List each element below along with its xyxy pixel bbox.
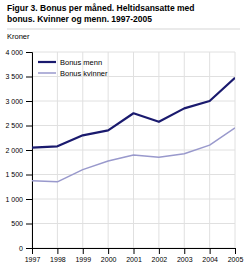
y-tick: 0 xyxy=(19,245,32,252)
y-tick-mark xyxy=(26,199,32,200)
lines xyxy=(32,78,235,182)
x-tick-label: 1998 xyxy=(50,256,66,263)
y-tick-mark xyxy=(26,150,32,151)
y-tick-label: 1 500 xyxy=(5,171,23,178)
x-tick-mark xyxy=(108,248,109,254)
y-axis-label: Kroner xyxy=(7,32,30,41)
y-axis-line xyxy=(26,53,33,249)
grid-line-x xyxy=(57,52,58,248)
x-tick: 1997 xyxy=(25,248,41,263)
grid-line-x xyxy=(158,52,159,248)
chart: Figur 3. Bonus per måned. Heltidsansatte… xyxy=(0,0,247,266)
y-tick-label: 500 xyxy=(11,220,23,227)
x-tick-label: 2004 xyxy=(202,256,218,263)
y-tick-label: 2 000 xyxy=(5,147,23,154)
series-line xyxy=(32,78,235,148)
y-tick-mark xyxy=(26,126,32,127)
y-tick: 2 000 xyxy=(5,147,32,154)
legend-item: Bonus menn xyxy=(38,58,102,67)
grid-line-x xyxy=(108,52,109,248)
x-tick-mark xyxy=(210,248,211,254)
x-axis-line xyxy=(33,249,236,255)
x-tick-mark xyxy=(83,248,84,254)
grid-line-x xyxy=(235,52,236,248)
x-tick: 1998 xyxy=(50,248,66,263)
x-tick-label: 2001 xyxy=(126,256,142,263)
grid-line-x xyxy=(82,52,83,248)
y-tick: 500 xyxy=(11,220,32,227)
legend-swatch xyxy=(38,61,56,63)
x-tick-mark xyxy=(184,248,185,254)
title: Figur 3. Bonus per måned. Heltidsansatte… xyxy=(7,3,195,13)
x-tick-mark xyxy=(235,248,236,254)
y-tick: 3 000 xyxy=(5,98,32,105)
y-tick-mark xyxy=(26,224,32,225)
legend-label: Bonus menn xyxy=(60,58,102,67)
legend: Bonus menn Bonus kvinner xyxy=(38,58,108,78)
y-axis: 0 500 1 000 1 500 2 000 2 500 3 000 3 500 4 000 xyxy=(5,49,32,252)
legend-swatch xyxy=(38,72,56,74)
series-line xyxy=(32,128,235,182)
x-axis: 1997 1998 1999 2000 2001 2002 2003 2004 2005 xyxy=(25,248,244,263)
x-tick-mark xyxy=(159,248,160,254)
plot: 0 500 1 000 1 500 2 000 2 500 3 000 3 500 4 000 1… xyxy=(5,49,243,263)
x-tick-mark xyxy=(32,248,33,254)
x-tick-mark xyxy=(134,248,135,254)
y-tick-label: 3 000 xyxy=(5,98,23,105)
x-tick-mark xyxy=(57,248,58,254)
x-tick: 1999 xyxy=(75,248,91,263)
x-tick: 2004 xyxy=(202,248,218,263)
y-tick-mark xyxy=(26,101,32,102)
x-tick: 2002 xyxy=(152,248,168,263)
y-tick-label: 0 xyxy=(19,245,23,252)
y-tick-mark xyxy=(26,175,32,176)
x-tick: 2003 xyxy=(177,248,193,263)
y-tick-mark xyxy=(26,248,32,249)
grid-line-x xyxy=(133,52,134,248)
y-tick: 4 000 xyxy=(5,49,32,56)
x-tick-label: 1999 xyxy=(75,256,91,263)
y-tick-label: 4 000 xyxy=(5,49,23,56)
legend-item: Bonus kvinner xyxy=(38,69,108,78)
x-tick-label: 2005 xyxy=(228,256,244,263)
legend-label: Bonus kvinner xyxy=(60,69,108,78)
y-tick: 2 500 xyxy=(5,122,32,129)
y-tick-mark xyxy=(26,77,32,78)
x-tick-label: 2002 xyxy=(152,256,168,263)
y-tick-mark xyxy=(26,52,32,53)
separator xyxy=(7,29,240,30)
grid-line-x xyxy=(209,52,210,248)
y-tick-label: 2 500 xyxy=(5,122,23,129)
y-tick-label: 3 500 xyxy=(5,73,23,80)
y-tick: 1 500 xyxy=(5,171,32,178)
title: bonus. Kvinner og menn. 1997-2005 xyxy=(7,14,152,24)
x-tick-label: 1997 xyxy=(25,256,41,263)
x-tick: 2005 xyxy=(228,248,244,263)
y-tick: 3 500 xyxy=(5,73,32,80)
x-tick-label: 2003 xyxy=(177,256,193,263)
y-tick-label: 1 000 xyxy=(5,196,23,203)
grid-line-x xyxy=(184,52,185,248)
x-tick: 2001 xyxy=(126,248,142,263)
x-tick: 2000 xyxy=(101,248,117,263)
x-tick-label: 2000 xyxy=(101,256,117,263)
y-tick: 1 000 xyxy=(5,196,32,203)
grid xyxy=(32,52,235,248)
